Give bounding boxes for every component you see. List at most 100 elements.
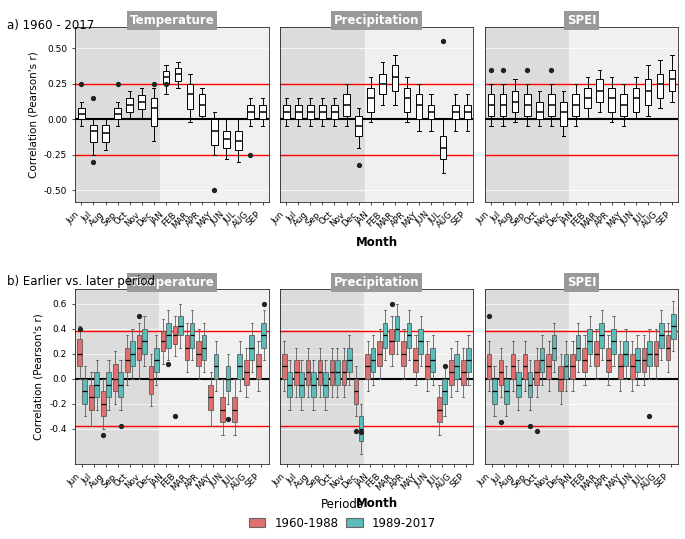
PathPatch shape	[161, 331, 165, 351]
Text: Precipitation: Precipitation	[334, 14, 419, 27]
PathPatch shape	[201, 335, 206, 360]
PathPatch shape	[197, 341, 201, 366]
PathPatch shape	[440, 136, 447, 159]
Text: b) Earlier vs. later period: b) Earlier vs. later period	[7, 275, 155, 288]
PathPatch shape	[671, 314, 675, 339]
PathPatch shape	[437, 397, 442, 423]
PathPatch shape	[221, 397, 225, 423]
PathPatch shape	[464, 105, 471, 119]
Bar	[485, 289, 569, 464]
Y-axis label: Correlation (Pearson's r): Correlation (Pearson's r)	[34, 313, 44, 440]
PathPatch shape	[119, 372, 123, 397]
PathPatch shape	[247, 105, 253, 119]
PathPatch shape	[90, 125, 97, 142]
PathPatch shape	[89, 385, 94, 410]
PathPatch shape	[256, 354, 261, 379]
PathPatch shape	[558, 366, 563, 391]
PathPatch shape	[499, 360, 503, 385]
PathPatch shape	[406, 322, 411, 348]
PathPatch shape	[101, 391, 105, 416]
PathPatch shape	[225, 366, 230, 391]
PathPatch shape	[318, 360, 323, 385]
PathPatch shape	[536, 102, 543, 119]
Text: Temperature: Temperature	[129, 276, 214, 289]
PathPatch shape	[395, 316, 399, 341]
PathPatch shape	[331, 105, 338, 119]
PathPatch shape	[244, 360, 249, 385]
PathPatch shape	[647, 341, 651, 366]
PathPatch shape	[403, 88, 410, 112]
PathPatch shape	[524, 94, 530, 116]
PathPatch shape	[582, 348, 587, 372]
PathPatch shape	[366, 354, 370, 379]
PathPatch shape	[430, 348, 435, 372]
PathPatch shape	[466, 348, 471, 372]
PathPatch shape	[606, 348, 611, 372]
PathPatch shape	[259, 105, 266, 119]
X-axis label: Month: Month	[356, 236, 398, 248]
PathPatch shape	[621, 94, 627, 116]
PathPatch shape	[572, 94, 579, 116]
PathPatch shape	[199, 94, 205, 116]
Bar	[364, 27, 473, 202]
Text: SPEI: SPEI	[566, 276, 597, 289]
PathPatch shape	[343, 94, 350, 116]
PathPatch shape	[443, 379, 447, 404]
PathPatch shape	[377, 341, 382, 366]
Bar	[160, 289, 271, 464]
PathPatch shape	[294, 360, 299, 385]
PathPatch shape	[416, 94, 423, 119]
PathPatch shape	[130, 341, 135, 366]
PathPatch shape	[178, 316, 182, 335]
PathPatch shape	[126, 98, 133, 112]
PathPatch shape	[106, 372, 111, 397]
PathPatch shape	[238, 354, 242, 379]
PathPatch shape	[564, 354, 569, 379]
PathPatch shape	[307, 105, 314, 119]
PathPatch shape	[611, 329, 616, 354]
PathPatch shape	[500, 94, 506, 116]
PathPatch shape	[635, 348, 640, 372]
PathPatch shape	[187, 84, 193, 109]
PathPatch shape	[214, 354, 219, 379]
PathPatch shape	[584, 88, 591, 108]
PathPatch shape	[137, 335, 142, 360]
PathPatch shape	[389, 329, 394, 354]
PathPatch shape	[287, 372, 292, 397]
PathPatch shape	[138, 95, 145, 109]
PathPatch shape	[342, 360, 347, 385]
PathPatch shape	[347, 348, 351, 372]
PathPatch shape	[504, 379, 509, 404]
PathPatch shape	[528, 372, 532, 397]
PathPatch shape	[113, 364, 118, 391]
PathPatch shape	[359, 416, 364, 441]
PathPatch shape	[306, 360, 310, 385]
Bar	[75, 289, 160, 464]
PathPatch shape	[335, 360, 340, 385]
PathPatch shape	[510, 354, 515, 379]
PathPatch shape	[249, 335, 254, 360]
PathPatch shape	[283, 105, 290, 119]
PathPatch shape	[295, 105, 301, 119]
PathPatch shape	[547, 354, 551, 379]
PathPatch shape	[125, 348, 129, 372]
PathPatch shape	[356, 116, 362, 136]
PathPatch shape	[208, 385, 213, 410]
PathPatch shape	[392, 65, 398, 91]
PathPatch shape	[114, 108, 121, 119]
PathPatch shape	[594, 341, 599, 366]
PathPatch shape	[560, 102, 566, 126]
PathPatch shape	[623, 341, 628, 366]
PathPatch shape	[657, 74, 663, 98]
PathPatch shape	[235, 130, 242, 150]
Bar	[569, 27, 678, 202]
PathPatch shape	[142, 329, 147, 354]
Bar	[280, 289, 364, 464]
PathPatch shape	[383, 322, 387, 348]
PathPatch shape	[666, 335, 671, 360]
Bar	[280, 27, 364, 202]
PathPatch shape	[323, 372, 327, 397]
PathPatch shape	[413, 348, 418, 372]
PathPatch shape	[379, 74, 386, 94]
PathPatch shape	[184, 335, 189, 360]
